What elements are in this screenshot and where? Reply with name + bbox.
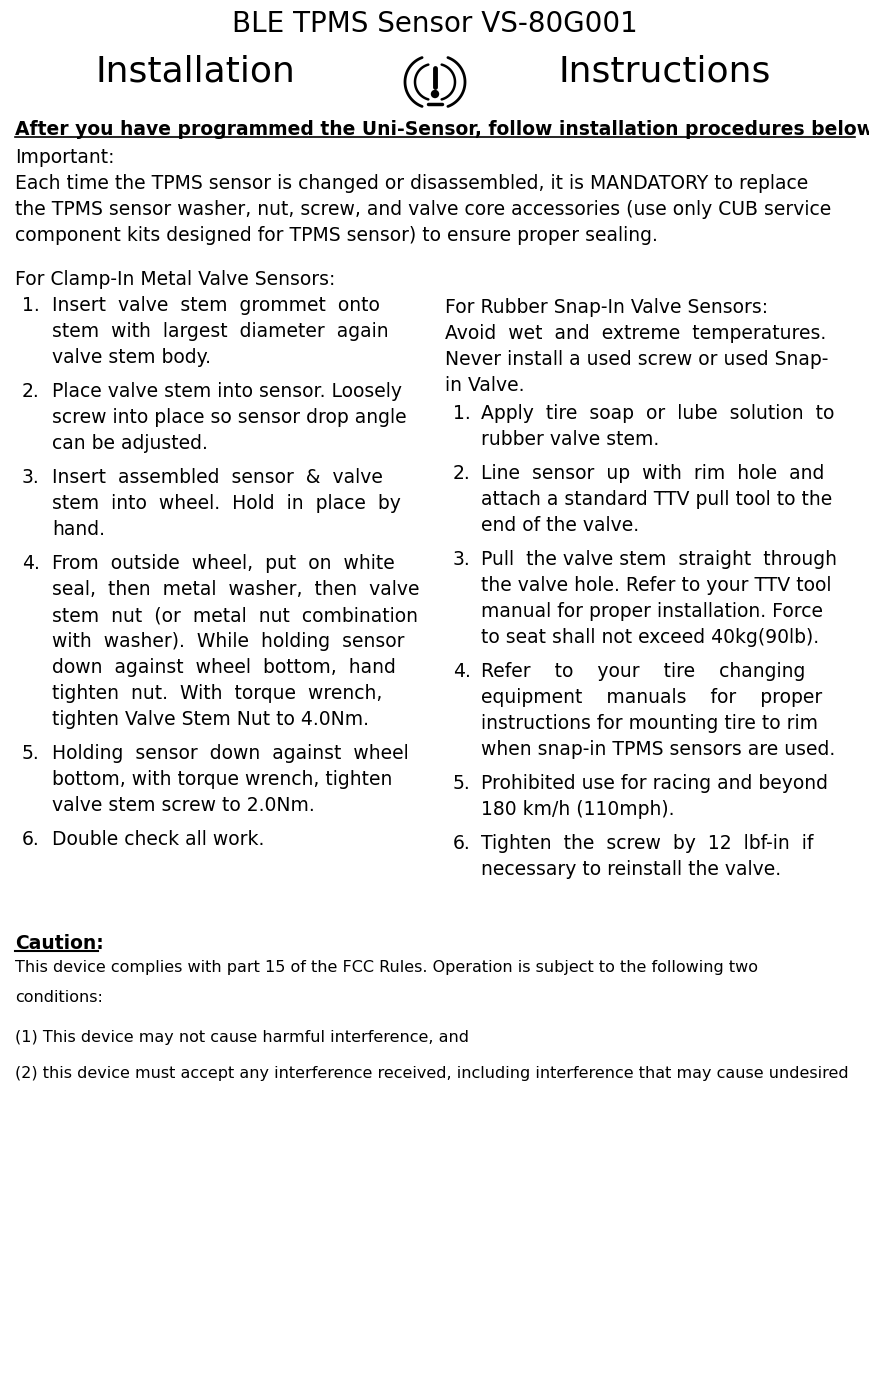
Text: 2.: 2. <box>453 464 470 483</box>
Text: 6.: 6. <box>22 830 40 849</box>
Text: Refer    to    your    tire    changing: Refer to your tire changing <box>481 663 805 681</box>
Text: component kits designed for TPMS sensor) to ensure proper sealing.: component kits designed for TPMS sensor)… <box>15 226 657 245</box>
Text: rubber valve stem.: rubber valve stem. <box>481 430 659 450</box>
Text: Avoid  wet  and  extreme  temperatures.: Avoid wet and extreme temperatures. <box>444 324 826 342</box>
Text: After you have programmed the Uni-Sensor, follow installation procedures below.: After you have programmed the Uni-Sensor… <box>15 120 869 139</box>
Text: seal,  then  metal  washer,  then  valve: seal, then metal washer, then valve <box>52 580 419 599</box>
Text: screw into place so sensor drop angle: screw into place so sensor drop angle <box>52 408 406 427</box>
Text: tighten Valve Stem Nut to 4.0Nm.: tighten Valve Stem Nut to 4.0Nm. <box>52 710 368 729</box>
Text: can be adjusted.: can be adjusted. <box>52 434 208 452</box>
Text: instructions for mounting tire to rim: instructions for mounting tire to rim <box>481 714 817 734</box>
Text: Holding  sensor  down  against  wheel: Holding sensor down against wheel <box>52 743 408 763</box>
Text: Insert  valve  stem  grommet  onto: Insert valve stem grommet onto <box>52 296 380 315</box>
Text: valve stem body.: valve stem body. <box>52 348 211 367</box>
Text: to seat shall not exceed 40kg(90lb).: to seat shall not exceed 40kg(90lb). <box>481 628 819 647</box>
Text: stem  with  largest  diameter  again: stem with largest diameter again <box>52 322 388 341</box>
Text: 3.: 3. <box>453 550 470 569</box>
Text: Pull  the valve stem  straight  through: Pull the valve stem straight through <box>481 550 836 569</box>
Text: attach a standard TTV pull tool to the: attach a standard TTV pull tool to the <box>481 490 832 509</box>
Text: From  outside  wheel,  put  on  white: From outside wheel, put on white <box>52 554 395 574</box>
Text: 5.: 5. <box>22 743 40 763</box>
Text: (1) This device may not cause harmful interference, and: (1) This device may not cause harmful in… <box>15 1030 468 1045</box>
Text: valve stem screw to 2.0Nm.: valve stem screw to 2.0Nm. <box>52 796 315 814</box>
Text: Important:: Important: <box>15 148 115 167</box>
Text: 6.: 6. <box>453 834 470 853</box>
Text: 2.: 2. <box>22 381 40 401</box>
Text: 5.: 5. <box>453 774 470 793</box>
Text: For Clamp-In Metal Valve Sensors:: For Clamp-In Metal Valve Sensors: <box>15 270 335 290</box>
Text: equipment    manuals    for    proper: equipment manuals for proper <box>481 688 821 707</box>
Text: when snap-in TPMS sensors are used.: when snap-in TPMS sensors are used. <box>481 741 834 759</box>
Text: 1.: 1. <box>453 404 470 423</box>
Text: Tighten  the  screw  by  12  lbf-in  if: Tighten the screw by 12 lbf-in if <box>481 834 813 853</box>
Text: stem  nut  (or  metal  nut  combination: stem nut (or metal nut combination <box>52 606 417 625</box>
Circle shape <box>431 90 438 97</box>
Text: manual for proper installation. Force: manual for proper installation. Force <box>481 601 822 621</box>
Text: This device complies with part 15 of the FCC Rules. Operation is subject to the : This device complies with part 15 of the… <box>15 960 757 974</box>
Text: the valve hole. Refer to your TTV tool: the valve hole. Refer to your TTV tool <box>481 576 831 594</box>
Text: Line  sensor  up  with  rim  hole  and: Line sensor up with rim hole and <box>481 464 824 483</box>
Text: Never install a used screw or used Snap-: Never install a used screw or used Snap- <box>444 349 827 369</box>
Text: tighten  nut.  With  torque  wrench,: tighten nut. With torque wrench, <box>52 683 382 703</box>
Text: hand.: hand. <box>52 521 105 539</box>
Text: conditions:: conditions: <box>15 990 103 1005</box>
Text: Instructions: Instructions <box>558 56 770 89</box>
Text: the TPMS sensor washer, nut, screw, and valve core accessories (use only CUB ser: the TPMS sensor washer, nut, screw, and … <box>15 200 830 219</box>
Text: Caution:: Caution: <box>15 934 103 954</box>
Text: down  against  wheel  bottom,  hand: down against wheel bottom, hand <box>52 658 395 677</box>
Text: necessary to reinstall the valve.: necessary to reinstall the valve. <box>481 860 780 878</box>
Text: 180 km/h (110mph).: 180 km/h (110mph). <box>481 800 673 818</box>
Text: Insert  assembled  sensor  &  valve: Insert assembled sensor & valve <box>52 468 382 487</box>
Text: (2) this device must accept any interference received, including interference th: (2) this device must accept any interfer… <box>15 1066 847 1082</box>
Text: 3.: 3. <box>22 468 40 487</box>
Text: 1.: 1. <box>22 296 40 315</box>
Text: Double check all work.: Double check all work. <box>52 830 264 849</box>
Text: Prohibited use for racing and beyond: Prohibited use for racing and beyond <box>481 774 827 793</box>
Text: 4.: 4. <box>22 554 40 574</box>
Text: For Rubber Snap-In Valve Sensors:: For Rubber Snap-In Valve Sensors: <box>444 298 767 317</box>
Text: with  washer).  While  holding  sensor: with washer). While holding sensor <box>52 632 404 651</box>
Text: 4.: 4. <box>453 663 470 681</box>
Text: BLE TPMS Sensor VS-80G001: BLE TPMS Sensor VS-80G001 <box>232 10 637 38</box>
Text: bottom, with torque wrench, tighten: bottom, with torque wrench, tighten <box>52 770 392 789</box>
Text: end of the valve.: end of the valve. <box>481 516 639 535</box>
Text: Place valve stem into sensor. Loosely: Place valve stem into sensor. Loosely <box>52 381 401 401</box>
Text: Each time the TPMS sensor is changed or disassembled, it is MANDATORY to replace: Each time the TPMS sensor is changed or … <box>15 174 807 193</box>
Text: stem  into  wheel.  Hold  in  place  by: stem into wheel. Hold in place by <box>52 494 401 514</box>
Text: Apply  tire  soap  or  lube  solution  to: Apply tire soap or lube solution to <box>481 404 833 423</box>
Text: in Valve.: in Valve. <box>444 376 524 395</box>
Text: Installation: Installation <box>95 56 295 89</box>
